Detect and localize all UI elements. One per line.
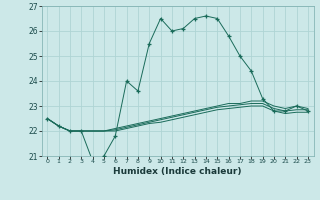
X-axis label: Humidex (Indice chaleur): Humidex (Indice chaleur) <box>113 167 242 176</box>
